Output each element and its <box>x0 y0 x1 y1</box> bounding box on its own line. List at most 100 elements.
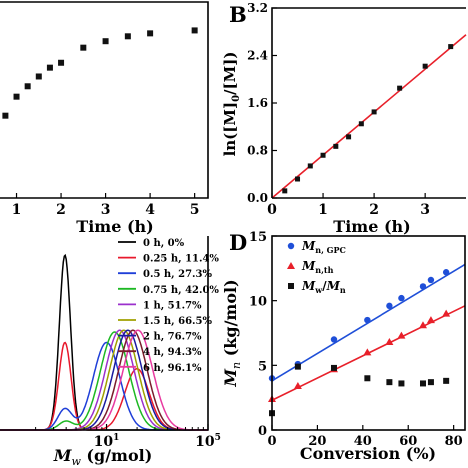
panel-d-y-tick-label: 10 <box>249 295 267 310</box>
panel-d-y-tick-label: 5 <box>258 359 267 374</box>
panel-d-point-triangle <box>293 382 302 390</box>
panel-a-point <box>13 93 20 100</box>
panel-d-point-circle <box>330 336 338 343</box>
panel-d-x-tick-label: 0 <box>267 434 276 449</box>
panel-d-legend-label: Mw/Mn <box>301 279 346 295</box>
panel-c-chart: 101 105 0 h, 0% 0.25 h, 11.4% 0.5 h, 27.3% 0… <box>0 236 221 468</box>
panel-c-frame <box>0 236 209 431</box>
panel-d-point-square <box>443 377 450 384</box>
panel-d-x-tick-label: 60 <box>399 434 417 449</box>
panel-d-point-triangle <box>397 331 406 339</box>
panel-b-y-tick-label: 0.0 <box>247 191 268 205</box>
panel-a-point <box>102 38 109 45</box>
panel-b-point <box>422 63 428 69</box>
panel-d-xlabel: Conversion (%) <box>300 444 436 463</box>
panel-a-point <box>35 73 42 80</box>
panel-b-y-tick-label: 2.4 <box>247 49 268 63</box>
panel-a-point <box>2 112 9 119</box>
panel-b-point <box>282 188 288 194</box>
panel-b-x-tick-label: 1 <box>318 202 328 218</box>
panel-d-point-circle <box>427 276 435 284</box>
panel-c-legend-label: 0.5 h, 27.3% <box>143 269 212 280</box>
panel-d-point-circle <box>386 302 393 310</box>
panel-d-ylabel: Mn (kg/mol) <box>221 279 243 387</box>
panel-d-x-tick-label: 40 <box>354 434 372 449</box>
panel-b-point <box>295 176 301 182</box>
panel-c-legend-label: 0 h, 0% <box>143 238 185 249</box>
panel-d-point-square <box>398 380 405 387</box>
panel-b-chart: B 0.0 0.8 1.6 2.4 3.2 0 1 2 3 ln([M]0/[M]) Time … <box>221 1 467 236</box>
panel-d-legend-label: Mn,th <box>301 259 334 275</box>
panel-a-x-tick-label: 5 <box>190 202 200 218</box>
panel-c-x-tick-label: 101 <box>94 433 120 450</box>
panel-d-point-square <box>419 380 426 387</box>
panel-c-x-tick-label: 105 <box>195 433 221 450</box>
panel-b-frame <box>271 7 466 198</box>
panel-d-point-triangle <box>418 321 427 329</box>
panel-c-legend-label: 0.75 h, 42.0% <box>143 285 219 296</box>
panel-d-y-tick-label: 15 <box>249 230 267 245</box>
panel-b-label: B <box>229 2 247 27</box>
panel-b-y-tick-label: 3.2 <box>247 1 268 15</box>
panel-d-point-square <box>427 379 434 386</box>
panel-a-point <box>124 33 131 40</box>
panel-d-legend-marker <box>287 242 295 250</box>
panel-c-legend-label: 1 h, 51.7% <box>143 300 202 311</box>
panel-b-point <box>333 143 339 149</box>
panel-b-point <box>371 109 377 115</box>
panel-d-point-circle <box>364 316 371 324</box>
panel-d-point-triangle <box>426 316 435 324</box>
panel-d-point-circle <box>442 269 450 276</box>
panel-b-x-tick-label: 0 <box>267 202 277 218</box>
panel-d-point-triangle <box>442 309 451 317</box>
panel-d-legend-label: Mn, GPC <box>301 239 346 255</box>
panel-d-point-triangle <box>363 348 372 356</box>
panel-a-xlabel: Time (h) <box>76 217 153 236</box>
panel-c-legend-label: 6 h, 96.1% <box>143 363 202 374</box>
panel-d-point-circle <box>419 283 427 290</box>
panel-d-point-circle <box>398 294 405 302</box>
panel-c-xlabel: Mw (g/mol) <box>53 446 153 468</box>
panel-c-legend-label: 1.5 h, 66.5% <box>143 316 212 327</box>
panel-d-point-square <box>330 364 337 371</box>
panel-a-x-tick-label: 3 <box>101 202 111 218</box>
panel-b-ylabel: ln([M]0/[M]) <box>221 52 242 157</box>
panel-d-point-square <box>364 375 371 382</box>
panel-b-xlabel: Time (h) <box>333 217 410 236</box>
panel-b-point <box>346 134 352 140</box>
panel-d-x-tick-label: 80 <box>445 434 463 449</box>
panel-b-point <box>397 85 403 91</box>
panel-c-legend-label: 2 h, 76.7% <box>143 332 202 343</box>
panel-d-point-square <box>294 363 301 370</box>
panel-d-point-triangle <box>385 338 394 346</box>
panel-c-legend-label: 0.25 h, 11.4% <box>143 254 219 265</box>
panel-d-point-square <box>386 379 393 386</box>
panel-a-x-tick-label: 2 <box>56 202 66 218</box>
panel-a-point <box>80 44 87 51</box>
panel-a-point <box>58 59 65 66</box>
panel-b-y-tick-label: 1.6 <box>247 96 268 110</box>
panel-c-legend-label: 4 h, 94.3% <box>143 347 202 358</box>
panel-a-frame <box>0 1 209 199</box>
panel-b-point <box>358 121 364 127</box>
panel-a-point <box>24 83 31 90</box>
panel-b-point <box>448 44 454 50</box>
panel-b-fit-line <box>271 34 467 199</box>
panel-b-y-tick-label: 0.8 <box>247 144 268 158</box>
panel-a-point <box>147 30 154 37</box>
panel-b-point <box>320 152 326 158</box>
panel-d-frame <box>271 235 466 431</box>
panel-d-legend-marker <box>287 262 295 269</box>
panel-d-label: D <box>229 230 247 255</box>
panel-a-point <box>191 27 198 34</box>
panel-a-x-tick-label: 4 <box>145 202 155 218</box>
panel-a-point <box>46 64 53 71</box>
panel-a-chart: 1 2 3 4 5 Time (h) <box>0 1 209 236</box>
panel-b-point <box>307 163 313 169</box>
panel-d-y-tick-label: 0 <box>258 424 267 439</box>
panel-d-legend-marker <box>288 283 294 289</box>
panel-a-x-tick-label: 1 <box>12 202 22 218</box>
panel-d-x-tick-label: 20 <box>308 434 326 449</box>
panel-d-chart: D 0 5 10 15 0 20 40 60 80 Mn, GPC Mn,th Mw/Mn Mn (… <box>221 230 466 463</box>
